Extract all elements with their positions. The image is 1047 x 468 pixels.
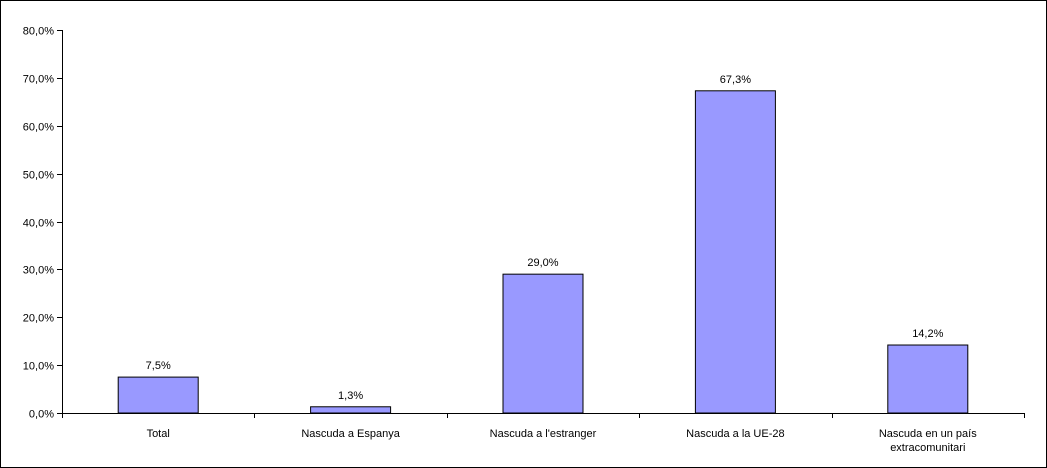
y-tick-label: 80,0% bbox=[23, 26, 54, 38]
y-tick-label: 10,0% bbox=[23, 361, 54, 373]
data-label: 14,2% bbox=[912, 328, 943, 340]
data-label: 1,3% bbox=[338, 390, 363, 402]
bar bbox=[887, 344, 969, 414]
bar bbox=[310, 406, 392, 414]
y-tick-label: 60,0% bbox=[23, 122, 54, 134]
bars bbox=[117, 90, 969, 414]
bar bbox=[502, 273, 584, 414]
y-tick-label: 0,0% bbox=[29, 409, 54, 421]
x-category-label: Nascuda a l'estranger bbox=[490, 428, 597, 440]
y-tick-label: 70,0% bbox=[23, 74, 54, 86]
labels: 7,5% 1,3% 29,0% 67,3% 14,2% Total Nascuda a Es… bbox=[146, 74, 978, 454]
data-label: 29,0% bbox=[527, 257, 558, 269]
y-tick-label: 30,0% bbox=[23, 265, 54, 277]
x-category-label: Nascuda a Espanya bbox=[301, 428, 400, 440]
bar bbox=[694, 90, 776, 414]
axes bbox=[62, 30, 1025, 418]
x-category-label: extracomunitari bbox=[890, 442, 965, 454]
x-category-label: Nascuda en un país bbox=[879, 428, 977, 440]
y-tick-label: 20,0% bbox=[23, 313, 54, 325]
data-label: 7,5% bbox=[146, 360, 171, 372]
x-category-label: Total bbox=[147, 428, 170, 440]
bar bbox=[117, 376, 199, 414]
y-axis-ticks: 0,0% 10,0% 20,0% 30,0% 40,0% 50,0% 60,0% 70,0% 8… bbox=[23, 26, 62, 421]
y-tick-label: 40,0% bbox=[23, 218, 54, 230]
x-category-label: Nascuda a la UE-28 bbox=[686, 428, 784, 440]
data-label: 67,3% bbox=[720, 74, 751, 86]
y-tick-label: 50,0% bbox=[23, 170, 54, 182]
